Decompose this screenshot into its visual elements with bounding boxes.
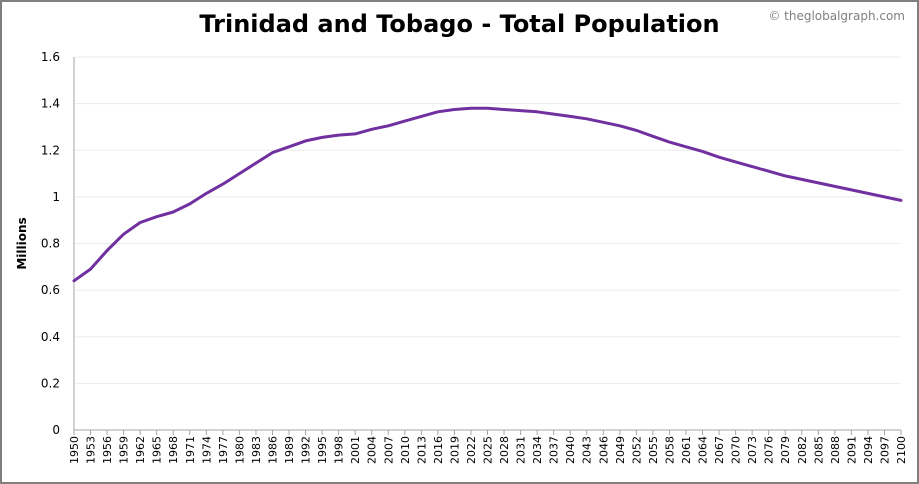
- x-tick-label: 2058: [663, 436, 676, 464]
- series-layer: [72, 106, 903, 283]
- x-tick-label: 2046: [597, 436, 610, 464]
- y-axis-label: Millions: [15, 217, 29, 269]
- x-tick-label: 2085: [812, 436, 825, 464]
- y-tick-labels: 0 0.2 0.4 0.6 0.8 1 1.2 1.4 1.6: [41, 50, 60, 437]
- axes: [73, 57, 902, 435]
- x-tick-label: 2064: [697, 436, 710, 464]
- x-tick-label: 2076: [763, 436, 776, 464]
- x-tick-label: 2001: [349, 436, 362, 464]
- x-tick-label: 1974: [200, 436, 213, 464]
- x-tick-label: 1971: [184, 436, 197, 464]
- x-tick-label: 1977: [217, 436, 230, 464]
- credit-text: © theglobalgraph.com: [768, 9, 905, 23]
- x-tick-label: 1995: [316, 436, 329, 464]
- x-tick-label: 2010: [399, 436, 412, 464]
- y-tick-label: 1.2: [41, 143, 60, 157]
- x-tick-label: 2079: [779, 436, 792, 464]
- x-tick-label: 2028: [498, 436, 511, 464]
- x-tick-label: 2049: [614, 436, 627, 464]
- x-tick-label: 2004: [366, 436, 379, 464]
- x-tick-label: 1980: [233, 436, 246, 464]
- y-tick-label: 0.6: [41, 283, 60, 297]
- gridlines: [74, 56, 901, 384]
- x-tick-label: 2040: [564, 436, 577, 464]
- chart-title: Trinidad and Tobago - Total Population: [199, 10, 720, 38]
- x-tick-label: 1992: [300, 436, 313, 464]
- x-tick-label: 2007: [382, 436, 395, 464]
- y-tick-label: 0.4: [41, 330, 60, 344]
- x-tick-label: 2094: [862, 436, 875, 464]
- x-tick-label: 1953: [85, 436, 98, 464]
- y-tick-label: 1.6: [41, 50, 60, 64]
- series-line-population: [72, 106, 903, 283]
- x-tick-label: 1968: [167, 436, 180, 464]
- x-tick-label: 1959: [118, 436, 131, 464]
- y-tick-label: 1.4: [41, 97, 60, 111]
- x-tick-label: 2031: [515, 436, 528, 464]
- y-tick-label: 0.2: [41, 376, 60, 390]
- x-tick-label: 2100: [895, 436, 908, 464]
- x-tick-label: 2097: [878, 436, 891, 464]
- x-tick-label: 2061: [680, 436, 693, 464]
- x-tick-label: 2034: [531, 436, 544, 464]
- x-tick-label: 2082: [796, 436, 809, 464]
- x-tick-label: 1983: [250, 436, 263, 464]
- x-tick-label: 2022: [465, 436, 478, 464]
- x-tick-label: 1965: [151, 436, 164, 464]
- x-tick-label: 2013: [415, 436, 428, 464]
- x-tick-label: 1962: [134, 436, 147, 464]
- x-tick-labels: 1950 1953 1956 1959 1962 1965 1968 1971 1974 1977…: [68, 436, 908, 464]
- x-tick-label: 1956: [101, 436, 114, 464]
- x-tick-label: 2052: [630, 436, 643, 464]
- x-tick-label: 2055: [647, 436, 660, 464]
- x-tick-label: 2070: [730, 436, 743, 464]
- x-tick-label: 2019: [448, 436, 461, 464]
- x-tick-label: 1998: [333, 436, 346, 464]
- x-tick-label: 2091: [845, 436, 858, 464]
- y-tick-label: 0: [52, 423, 60, 437]
- y-tick-label: 0.8: [41, 237, 60, 251]
- x-tick-label: 2088: [829, 436, 842, 464]
- x-tick-label: 1986: [266, 436, 279, 464]
- x-tick-label: 2067: [713, 436, 726, 464]
- y-tick-label: 1: [52, 190, 60, 204]
- x-tick-label: 2025: [482, 436, 495, 464]
- x-tick-label: 2043: [581, 436, 594, 464]
- x-tick-label: 2073: [746, 436, 759, 464]
- x-tick-label: 1989: [283, 436, 296, 464]
- x-tick-label: 2016: [432, 436, 445, 464]
- x-tick-label: 2037: [548, 436, 561, 464]
- x-tick-label: 1950: [68, 436, 81, 464]
